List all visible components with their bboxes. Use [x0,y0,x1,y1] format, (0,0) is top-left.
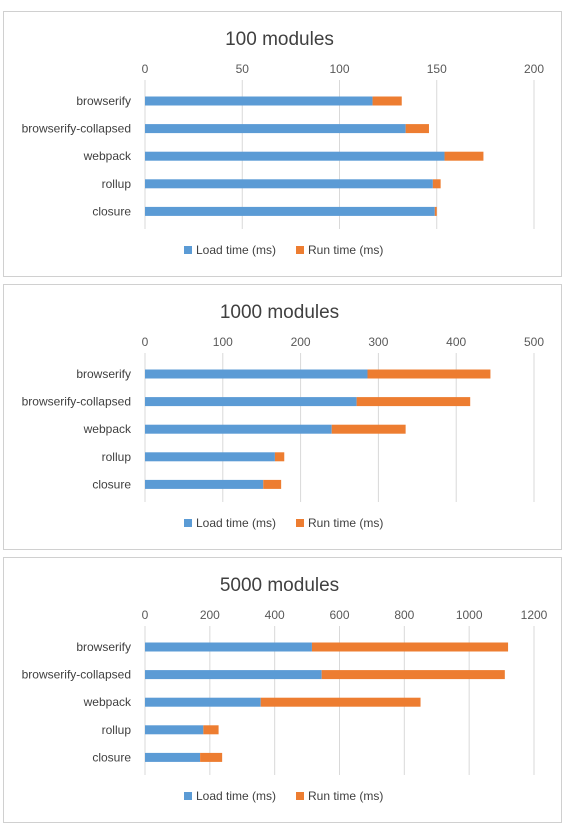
bar-load-time-ms-closure [145,752,201,762]
legend-label-load-time-ms: Load time (ms) [196,516,276,530]
chart-100: 100 modules 0 50 100 150 200 browserify browser… [22,29,545,257]
bar-run-time-ms-webpack [260,697,421,707]
x-tick-label: 1200 [521,608,548,622]
category-label: closure [92,477,131,491]
x-tick-label: 1000 [456,608,483,622]
legend-label-run-time-ms: Run time (ms) [308,243,383,257]
x-tick-label: 200 [291,335,311,349]
bar-run-time-ms-webpack [444,151,484,161]
legend-label-run-time-ms: Run time (ms) [308,516,383,530]
category-label: rollup [102,450,132,464]
chart-1000: 1000 modules 0 100 200 300 400 500 browserify br… [22,302,545,530]
bar-load-time-ms-rollup [145,179,433,189]
bar-load-time-ms-browserify-collapsed [145,124,406,134]
bar-run-time-ms-closure [200,752,223,762]
x-tick-label: 0 [142,608,149,622]
x-tick-label: 400 [265,608,285,622]
bar-load-time-ms-closure [145,479,264,489]
bar-run-time-ms-browserify [367,369,491,379]
chart-panel-1000: 1000 modules 0 100 200 300 400 500 browserify br… [3,284,562,550]
bar-load-time-ms-webpack [145,697,261,707]
bar-run-time-ms-rollup [203,725,219,735]
category-label: browserify-collapsed [22,668,131,682]
legend-swatch-run-time-ms [296,246,304,254]
legend-swatch-load-time-ms [184,519,192,527]
category-label: webpack [83,695,132,709]
bar-load-time-ms-closure [145,206,435,216]
bar-load-time-ms-browserify [145,369,368,379]
bar-load-time-ms-browserify-collapsed [145,397,357,407]
bar-run-time-ms-browserify [372,96,402,106]
bar-run-time-ms-browserify [311,642,509,652]
bar-run-time-ms-closure [263,479,282,489]
legend-swatch-run-time-ms [296,519,304,527]
category-label: browserify-collapsed [22,395,131,409]
chart-5000: 5000 modules 0 200 400 600 800 1000 1200 browser… [22,575,548,803]
x-tick-label: 50 [236,62,250,76]
x-tick-label: 0 [142,62,149,76]
category-label: rollup [102,177,132,191]
bar-load-time-ms-browserify [145,96,373,106]
x-tick-label: 400 [446,335,466,349]
bar-run-time-ms-rollup [432,179,441,189]
category-label: rollup [102,723,132,737]
bar-load-time-ms-webpack [145,151,445,161]
legend-label-load-time-ms: Load time (ms) [196,789,276,803]
category-label: browserify-collapsed [22,122,131,136]
category-label: webpack [83,149,132,163]
x-tick-label: 150 [427,62,447,76]
category-label: webpack [83,422,132,436]
category-label: closure [92,750,131,764]
chart-title: 1000 modules [220,302,339,323]
legend-swatch-load-time-ms [184,792,192,800]
bar-load-time-ms-browserify [145,642,312,652]
legend-label-load-time-ms: Load time (ms) [196,243,276,257]
legend-label-run-time-ms: Run time (ms) [308,789,383,803]
x-tick-label: 800 [394,608,414,622]
x-tick-label: 0 [142,335,149,349]
category-label: browserify [76,94,131,108]
bar-run-time-ms-rollup [274,452,285,462]
x-tick-label: 500 [524,335,544,349]
category-label: closure [92,204,131,218]
x-tick-label: 200 [200,608,220,622]
bar-run-time-ms-webpack [331,424,406,434]
chart-panel-5000: 5000 modules 0 200 400 600 800 1000 1200 browser… [3,557,562,823]
legend-swatch-run-time-ms [296,792,304,800]
chart-panel-100: 100 modules 0 50 100 150 200 browserify browser… [3,11,562,277]
x-tick-label: 600 [329,608,349,622]
category-label: browserify [76,367,131,381]
bar-load-time-ms-browserify-collapsed [145,670,322,680]
chart-title: 5000 modules [220,575,339,596]
bar-load-time-ms-webpack [145,424,332,434]
x-tick-label: 200 [524,62,544,76]
legend-swatch-load-time-ms [184,246,192,254]
x-tick-label: 100 [213,335,233,349]
bar-run-time-ms-browserify-collapsed [321,670,505,680]
bar-load-time-ms-rollup [145,452,275,462]
x-tick-label: 300 [368,335,388,349]
category-label: browserify [76,640,131,654]
bar-load-time-ms-rollup [145,725,204,735]
bar-run-time-ms-browserify-collapsed [405,124,429,134]
bar-run-time-ms-browserify-collapsed [356,397,471,407]
x-tick-label: 100 [329,62,349,76]
bar-run-time-ms-closure [434,206,437,216]
chart-title: 100 modules [225,29,334,50]
